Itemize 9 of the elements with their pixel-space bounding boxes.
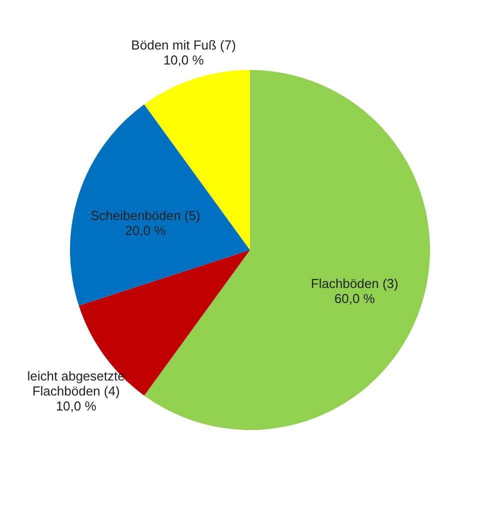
pie-slice bbox=[70, 104, 250, 306]
data-label: 20,0 % bbox=[125, 223, 166, 238]
data-label: 10,0 % bbox=[163, 52, 204, 68]
slice-label: leicht abgesetzte Flachböden (4) bbox=[27, 368, 125, 398]
slice-label: Böden mit Fuß (7) bbox=[131, 38, 236, 53]
slice-label: Scheibenböden (5) bbox=[90, 208, 200, 224]
slice-label: Flachböden (3) bbox=[310, 276, 398, 291]
data-label: 60,0 % bbox=[334, 290, 376, 306]
data-label: 10,0 % bbox=[56, 398, 97, 414]
